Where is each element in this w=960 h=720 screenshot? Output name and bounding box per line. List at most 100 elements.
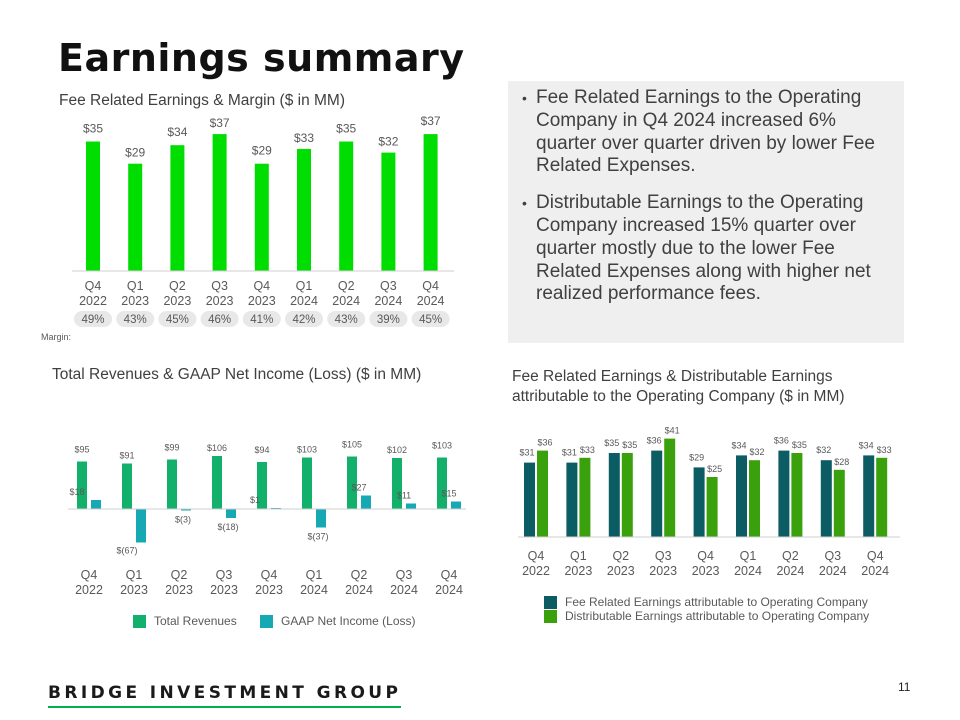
fre-quarter-label: Q1 [127,279,144,293]
fre-operating-bar [566,462,578,537]
margin-pill [411,311,450,327]
fre-bar [212,134,227,271]
revenues-quarter-label: Q2 [171,568,188,582]
revenues-chart-title: Total Revenues & GAAP Net Income (Loss) … [52,366,422,383]
fre-de-year-label: 2024 [819,564,847,578]
fre-operating-bar [693,467,705,537]
revenues-year-label: 2023 [210,583,238,597]
revenue-bar [392,458,402,509]
fre-de-quarter-label: Q1 [570,549,587,563]
legend-swatch-net-income [260,614,273,628]
commentary-bullet-fre: • Fee Related Earnings to the Operating C… [522,87,875,177]
net-income-bar [316,509,326,528]
fre-year-label: 2023 [163,294,191,308]
fre-de-year-label: 2023 [692,564,720,578]
revenue-value-label: $106 [207,443,227,453]
margin-value-label: 45% [419,314,442,326]
revenues-year-label: 2023 [255,583,283,597]
de-operating-value-label: $28 [834,457,849,467]
fre-quarter-label: Q2 [338,279,355,293]
fre-year-label: 2023 [206,294,234,308]
fre-bar [86,141,100,271]
fre-operating-bar [524,462,535,537]
net-income-value-label: $11 [397,491,411,501]
fre-margin-chart-title: Fee Related Earnings & Margin ($ in MM) [59,92,346,109]
de-operating-bar [791,453,803,537]
margin-value-label: 39% [377,314,400,326]
revenue-bar [77,461,87,509]
revenue-value-label: $102 [387,445,407,455]
brand-logo: BRIDGE INVESTMENT GROUP [48,683,402,708]
fre-de-year-label: 2022 [522,564,550,578]
fre-operating-value-label: $35 [604,438,619,448]
fre-de-quarter-label: Q2 [782,549,799,563]
margin-pill [158,311,197,327]
fre-year-label: 2023 [121,294,149,308]
revenue-bar [122,463,132,509]
fre-de-year-label: 2023 [607,564,635,578]
revenues-year-label: 2024 [300,583,328,597]
net-income-value-label: $1 [250,495,260,505]
fre-operating-bar [651,450,663,537]
fre-quarter-label: Q4 [422,279,439,293]
commentary-text-de: Distributable Earnings to the Operating … [536,192,871,305]
legend-swatch-de [544,609,557,623]
fre-quarter-label: Q4 [85,279,102,293]
revenues-year-label: 2024 [390,583,418,597]
margin-value-label: 43% [124,314,147,326]
fre-value-label: $29 [252,144,272,158]
net-income-value-label: $(3) [175,515,191,525]
revenues-year-label: 2023 [120,583,148,597]
net-income-value-label: $15 [441,489,456,499]
net-income-value-label: $27 [351,483,366,493]
fre-de-year-label: 2023 [564,564,592,578]
margin-pill [285,311,323,327]
fre-bar [297,148,311,271]
fre-year-label: 2022 [79,294,107,308]
margin-value-label: 46% [208,314,231,326]
de-operating-bar [579,457,591,537]
de-operating-value-label: $25 [707,464,722,474]
margin-value-label: 42% [292,314,315,326]
fre-de-quarter-label: Q4 [528,549,545,563]
fre-de-quarter-label: Q1 [740,549,757,563]
revenue-value-label: $94 [254,445,269,455]
de-operating-bar [621,453,633,537]
fre-de-year-label: 2024 [861,564,889,578]
legend-swatch-fre [544,595,557,609]
fre-operating-bar [820,460,832,537]
margin-pill [242,311,281,327]
revenues-quarter-label: Q4 [261,568,278,582]
revenue-bar [437,457,447,509]
fre-operating-bar [608,453,620,537]
fre-de-quarter-label: Q2 [612,549,629,563]
revenue-value-label: $105 [342,440,362,450]
margin-pill [74,311,112,327]
fre-year-label: 2023 [248,294,276,308]
revenues-quarter-label: Q3 [396,568,413,582]
de-operating-value-label: $32 [749,447,764,457]
revenue-bar [167,459,177,509]
revenue-bar [347,456,357,509]
revenues-year-label: 2024 [435,583,463,597]
revenues-quarter-label: Q4 [441,568,458,582]
fre-bar [254,163,269,271]
revenues-year-label: 2022 [75,583,103,597]
revenues-year-label: 2023 [165,583,193,597]
de-operating-bar [833,469,845,537]
revenue-value-label: $103 [297,445,317,455]
margin-pill [200,311,239,327]
fre-year-label: 2024 [290,294,318,308]
fre-value-label: $34 [167,125,187,139]
fre-de-quarter-label: Q4 [697,549,714,563]
fre-value-label: $32 [378,135,398,149]
fre-de-year-label: 2023 [649,564,677,578]
revenue-value-label: $95 [74,445,89,455]
fre-value-label: $35 [336,122,356,136]
de-operating-value-label: $33 [580,445,595,455]
revenue-value-label: $99 [164,443,179,453]
fre-de-quarter-label: Q4 [867,549,884,563]
revenues-quarter-label: Q2 [351,568,368,582]
fre-operating-value-label: $32 [816,445,831,455]
